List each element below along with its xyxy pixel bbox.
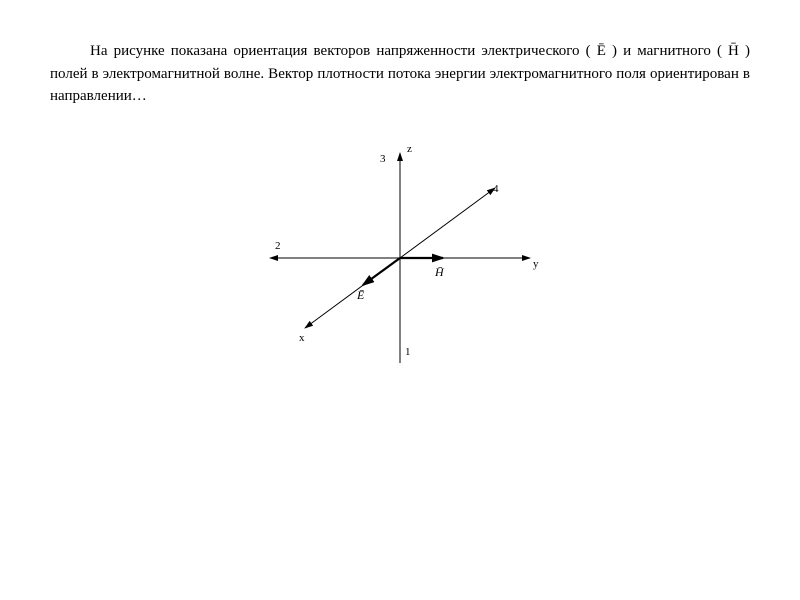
e-vector-label: Ē — [357, 288, 364, 303]
x-label: x — [299, 332, 305, 344]
label-2: 2 — [275, 240, 281, 252]
h-vector-label: H̄ — [435, 265, 444, 280]
vector-e — [363, 258, 400, 285]
z-label: z — [407, 143, 412, 155]
label-4: 4 — [493, 183, 499, 195]
y-label: y — [533, 258, 539, 270]
label-3: 3 — [380, 153, 386, 165]
x-axis-back — [400, 188, 495, 258]
vector-diagram: z y x 1 2 3 4 Ē H̄ — [225, 128, 575, 388]
diagram-svg — [225, 128, 575, 388]
label-1: 1 — [405, 346, 411, 358]
problem-text: На рисунке показана ориентация векторов … — [50, 40, 750, 108]
